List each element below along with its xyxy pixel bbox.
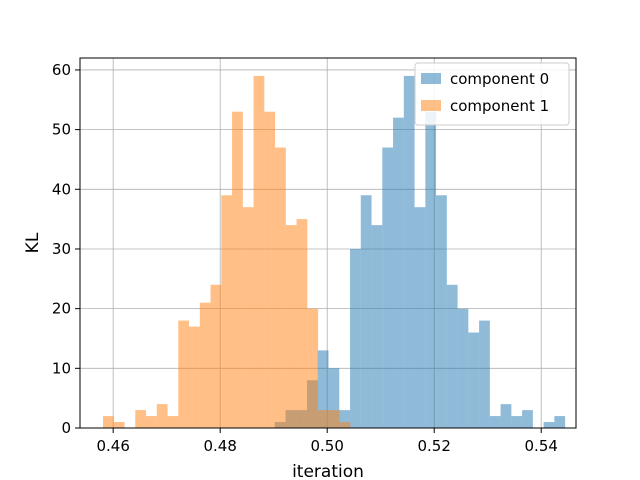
histogram-bar-component-0: [371, 225, 383, 428]
legend: component 0 component 1: [414, 62, 570, 126]
histogram-bar-component-1: [328, 410, 340, 428]
histogram-bar-component-1: [146, 416, 157, 428]
histogram-bar-component-1: [103, 416, 114, 428]
legend-swatch-component-0: [421, 73, 441, 84]
histogram-bar-component-1: [199, 302, 211, 428]
histogram-bar-component-1: [296, 219, 308, 428]
histogram-bar-component-0: [489, 416, 501, 428]
y-axis-label: KL: [23, 232, 43, 253]
histogram-bar-component-0: [457, 308, 469, 428]
histogram-bar-component-0: [436, 195, 447, 428]
histogram-bar-component-0: [350, 248, 361, 428]
histogram-bar-component-1: [307, 308, 319, 428]
histogram-bar-component-1: [210, 284, 222, 428]
histogram-bar-component-0: [468, 332, 480, 428]
x-axis-label: iteration: [292, 462, 364, 480]
histogram-bars: [103, 75, 566, 429]
legend-swatch-component-1: [421, 100, 441, 111]
histogram-bar-component-0: [511, 416, 523, 428]
x-tick-label: 0.52: [418, 437, 451, 455]
legend-label-component-1: component 1: [450, 97, 549, 115]
histogram-bar-component-0: [414, 207, 426, 428]
histogram-bar-component-0: [522, 410, 533, 428]
histogram-bar-component-1: [113, 422, 125, 428]
histogram-bar-component-0: [446, 284, 458, 428]
plot-frame: [79, 57, 577, 429]
histogram-bar-component-0: [425, 111, 437, 428]
histogram-bar-component-0: [339, 410, 351, 428]
histogram-bar-component-1: [339, 422, 351, 428]
histogram-bar-component-1: [318, 410, 329, 428]
histogram-bar-component-1: [253, 75, 265, 428]
histogram-bar-component-0: [479, 320, 490, 428]
x-tick-label: 0.46: [96, 437, 129, 455]
x-tick-label: 0.48: [203, 437, 236, 455]
histogram-bar-component-1: [135, 410, 147, 428]
grid: [80, 58, 576, 429]
histogram-bar-component-0: [328, 368, 340, 428]
histogram-bar-component-0: [360, 195, 372, 428]
histogram-bar-component-1: [232, 111, 243, 428]
histogram-bar-component-0: [382, 147, 394, 429]
histogram-bar-component-1: [221, 195, 233, 428]
x-tick-label: 0.50: [310, 437, 343, 455]
axis-ticks: 0.46 0.48 0.50 0.52 0.54 0 10 20 30 40 50 60: [52, 61, 558, 455]
histogram-bar-component-1: [156, 404, 168, 428]
x-tick-label: 0.54: [525, 437, 558, 455]
legend-label-component-0: component 0: [450, 70, 549, 88]
histogram-bar-component-0: [393, 117, 404, 428]
histogram-bar-component-1: [178, 320, 190, 428]
histogram-bar-component-0: [403, 75, 415, 428]
y-tick-label: 30: [52, 240, 71, 258]
histogram-bar-component-1: [189, 326, 200, 428]
y-tick-label: 50: [52, 121, 71, 139]
y-tick-label: 60: [52, 61, 71, 79]
histogram-bar-component-0: [543, 422, 555, 428]
y-tick-label: 20: [52, 300, 71, 318]
y-tick-label: 0: [61, 419, 71, 437]
legend-box: [414, 62, 570, 126]
histogram-bar-component-0: [500, 404, 512, 428]
histogram-bar-component-1: [285, 225, 297, 428]
histogram-bar-component-1: [242, 207, 254, 428]
histogram-bar-component-1: [167, 416, 179, 428]
histogram-bar-component-1: [275, 147, 286, 429]
y-tick-label: 40: [52, 180, 71, 198]
histogram-bar-component-0: [317, 350, 329, 428]
histogram-bar-component-0: [554, 416, 566, 428]
histogram-bar-component-1: [264, 111, 276, 428]
y-tick-label: 10: [52, 359, 71, 377]
